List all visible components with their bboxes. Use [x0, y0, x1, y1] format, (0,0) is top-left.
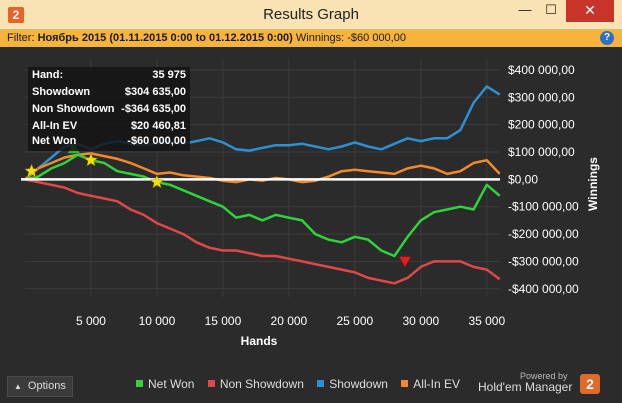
y-axis-label: Winnings: [586, 157, 600, 211]
stats-label: Showdown: [32, 86, 91, 98]
stats-row-hand: Hand: 35 975: [32, 69, 186, 86]
options-button[interactable]: ▲ Options: [7, 376, 73, 397]
chart-grid: [25, 59, 500, 297]
stats-box: Hand: 35 975 Showdown $304 635,00 Non Sh…: [28, 67, 190, 151]
help-icon[interactable]: ?: [600, 31, 614, 45]
x-tick-label: 30 000: [402, 314, 439, 328]
title-bar: 2 Results Graph — ☐ ✕: [0, 0, 622, 30]
x-tick-label: 20 000: [271, 314, 308, 328]
stats-value: $304 635,00: [124, 86, 186, 98]
legend-swatch: [136, 380, 143, 387]
stats-label: Non Showdown: [32, 103, 115, 115]
maximize-button[interactable]: ☐: [545, 2, 557, 17]
x-tick-label: 5 000: [76, 314, 106, 328]
star-marker: [149, 174, 165, 189]
legend-label: Net Won: [148, 377, 195, 391]
winnings-label: Winnings:: [295, 32, 345, 44]
stats-row-all-in-ev: All-In EV $20 460,81: [32, 120, 186, 137]
stats-label: Net Won: [32, 135, 77, 147]
stats-value: -$60 000,00: [127, 135, 186, 147]
stats-row-non-showdown: Non Showdown -$364 635,00: [32, 103, 186, 120]
x-tick-label: 25 000: [337, 314, 374, 328]
y-tick-label: $200 000,00: [508, 118, 575, 132]
y-tick-label: $0,00: [508, 172, 538, 186]
filter-period: Ноябрь 2015 (01.11.2015 0:00 to 01.12.20…: [37, 32, 293, 44]
legend-swatch: [207, 380, 215, 387]
stats-row-net-won: Net Won -$60 000,00: [32, 135, 186, 152]
x-tick-label: 15 000: [205, 314, 242, 328]
star-marker: [83, 152, 99, 167]
triangle-down-marker: [398, 256, 412, 268]
legend-item-non-showdown[interactable]: Non Showdown: [207, 377, 304, 391]
y-tick-label: -$200 000,00: [508, 227, 579, 241]
filter-prefix: Filter:: [7, 32, 35, 44]
legend-label: Showdown: [329, 377, 388, 391]
y-tick-label: -$400 000,00: [508, 282, 579, 296]
chart-legend: Net Won Non Showdown Showdown All-In EV: [136, 377, 470, 395]
winnings-value: -$60 000,00: [347, 32, 406, 44]
legend-swatch: [317, 380, 325, 387]
series-line-non-showdown: [24, 178, 501, 285]
minimize-button[interactable]: —: [518, 2, 532, 17]
filter-bar: Filter: Ноябрь 2015 (01.11.2015 0:00 to …: [0, 30, 622, 47]
x-tick-label: 10 000: [139, 314, 176, 328]
y-tick-label: $300 000,00: [508, 90, 575, 104]
stats-value: -$364 635,00: [121, 103, 186, 115]
close-button[interactable]: ✕: [566, 0, 614, 22]
stats-row-showdown: Showdown $304 635,00: [32, 86, 186, 103]
y-axis-ticks: $400 000,00 $300 000,00 $200 000,00 $100 00…: [508, 63, 579, 296]
brand-name: Hold'em Manager: [478, 380, 573, 394]
legend-item-net-won[interactable]: Net Won: [136, 377, 194, 391]
series-line-net-won: [24, 153, 501, 258]
legend-item-showdown[interactable]: Showdown: [317, 377, 388, 391]
brand-logo-icon: 2: [580, 374, 600, 394]
powered-by-text: Powered by: [520, 371, 568, 381]
x-axis-label: Hands: [241, 334, 278, 348]
legend-label: Non Showdown: [219, 377, 304, 391]
chevron-up-icon: ▲: [14, 382, 22, 391]
stats-label: Hand:: [32, 69, 64, 81]
y-tick-label: -$100 000,00: [508, 200, 579, 214]
series-line-all-in-ev: [24, 152, 501, 184]
stats-label: All-In EV: [32, 120, 78, 132]
y-tick-label: -$300 000,00: [508, 254, 579, 268]
star-marker: [24, 163, 39, 178]
stats-value: $20 460,81: [130, 120, 186, 132]
app-logo-icon: 2: [8, 7, 24, 23]
legend-label: All-In EV: [413, 377, 460, 391]
y-tick-label: $100 000,00: [508, 145, 575, 159]
x-tick-label: 35 000: [468, 314, 505, 328]
bottom-bar: ▲ Options Net Won Non Showdown Showdown A…: [0, 371, 622, 403]
legend-swatch: [401, 380, 409, 387]
options-label: Options: [27, 380, 66, 392]
x-axis-ticks: 5 000 10 000 15 000 20 000 25 000 30 000 35 00…: [76, 314, 506, 328]
window-title: Results Graph: [263, 6, 359, 23]
stats-value: 35 975: [152, 69, 186, 81]
y-tick-label: $400 000,00: [508, 63, 575, 77]
legend-item-all-in-ev[interactable]: All-In EV: [401, 377, 460, 391]
